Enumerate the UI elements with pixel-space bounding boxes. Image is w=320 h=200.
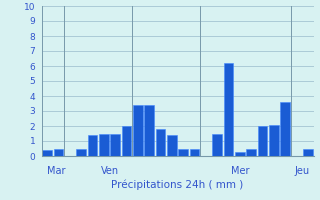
Bar (76, 148, 86, 156)
Bar (303, 148, 313, 156)
Bar (88, 135, 97, 156)
Bar (179, 148, 188, 156)
Bar (156, 129, 165, 156)
Bar (133, 105, 143, 156)
Bar (110, 134, 120, 156)
Bar (122, 126, 132, 156)
Bar (235, 152, 245, 156)
Bar (246, 148, 256, 156)
Bar (167, 135, 177, 156)
Bar (280, 102, 290, 156)
Bar (224, 63, 233, 156)
Bar (269, 124, 279, 156)
Bar (212, 134, 222, 156)
Bar (43, 150, 52, 156)
X-axis label: Précipitations 24h ( mm ): Précipitations 24h ( mm ) (111, 180, 244, 190)
Bar (144, 105, 154, 156)
Bar (190, 148, 199, 156)
Bar (54, 148, 63, 156)
Bar (258, 126, 268, 156)
Bar (99, 134, 109, 156)
